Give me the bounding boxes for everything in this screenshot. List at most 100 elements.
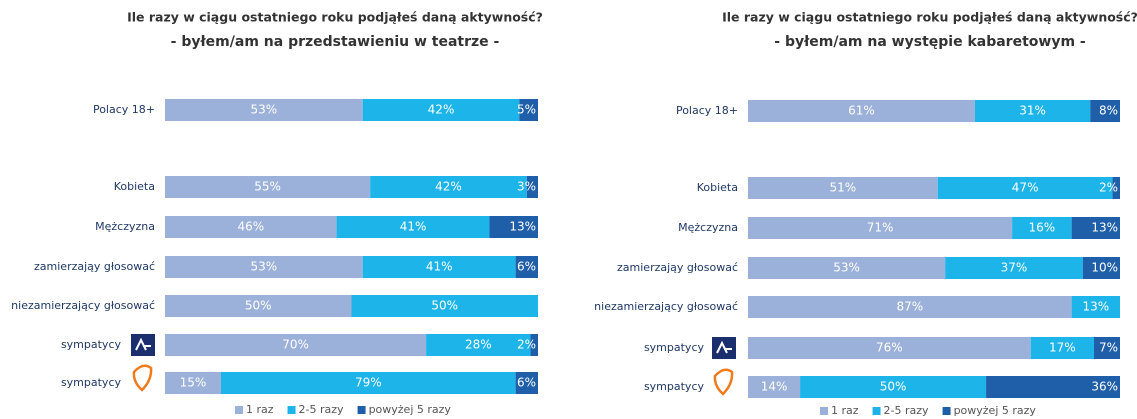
value-label: 53% [833, 261, 860, 275]
legend-swatch [820, 407, 828, 415]
bar-segment [937, 177, 1113, 199]
value-label: 13% [1082, 300, 1109, 314]
bar-segment [426, 334, 531, 356]
legend-label: powyżej 5 razy [369, 403, 452, 416]
bar-segment [986, 376, 1120, 398]
bar-segment [1030, 337, 1094, 359]
bar-segment [336, 216, 490, 238]
value-label: 41% [400, 220, 427, 234]
value-label: 76% [876, 341, 903, 355]
value-label: 50% [880, 380, 907, 394]
bar-segment [165, 99, 363, 121]
value-label: 51% [830, 181, 857, 195]
bar-segment [362, 256, 516, 278]
value-label: 36% [1091, 380, 1118, 394]
bar-segment [1082, 257, 1120, 279]
value-label: 28% [465, 338, 492, 352]
bar-segment [1090, 100, 1120, 122]
value-label: 16% [1029, 221, 1056, 235]
category-label: Kobieta [114, 180, 155, 193]
value-label: 55% [254, 180, 281, 194]
chart-title: Ile razy w ciągu ostatniego roku podjąłe… [127, 10, 543, 25]
value-label: 87% [896, 300, 923, 314]
legend-label: 2-5 razy [884, 404, 930, 417]
value-label: 7% [1099, 341, 1118, 355]
legend-swatch [287, 406, 296, 414]
bar-segment [1112, 177, 1120, 199]
category-label: Mężczyzna [678, 221, 738, 234]
value-label: 17% [1049, 341, 1076, 355]
category-label: sympatycy [644, 341, 705, 354]
bar-segment [165, 334, 427, 356]
bar-segment [945, 257, 1083, 279]
bar-segment [1093, 337, 1120, 359]
value-label: 79% [355, 376, 382, 390]
category-label: sympatycy [61, 338, 122, 351]
category-label: Kobieta [697, 181, 738, 194]
chart-subtitle: - byłem/am na występie kabaretowym - [774, 34, 1086, 50]
value-label: 13% [1091, 221, 1118, 235]
bar-segment [1071, 217, 1120, 239]
legend-swatch [357, 406, 366, 414]
bar-segment [362, 99, 520, 121]
value-label: 3% [517, 180, 536, 194]
bar-segment [1071, 296, 1120, 318]
bar-segment [165, 256, 363, 278]
bar-segment [748, 177, 938, 199]
pis-logo [131, 334, 736, 359]
value-label: 10% [1091, 261, 1118, 275]
value-label: 14% [761, 380, 788, 394]
bar-segment [748, 100, 975, 122]
category-label: Polacy 18+ [93, 103, 155, 116]
category-label: niezamierzający głosować [594, 300, 738, 313]
chart-title: Ile razy w ciągu ostatniego roku podjąłe… [722, 10, 1137, 25]
value-label: 2% [1099, 181, 1118, 195]
value-label: 15% [180, 376, 207, 390]
bar-segment [519, 99, 538, 121]
bar-segment [165, 372, 221, 394]
legend-label: 1 raz [246, 403, 274, 416]
legend-swatch [942, 407, 951, 415]
value-label: 41% [426, 260, 453, 274]
bar-segment [515, 256, 538, 278]
value-label: 61% [848, 104, 875, 118]
value-label: 6% [517, 376, 536, 390]
value-label: 6% [517, 260, 536, 274]
category-label: sympatycy [644, 380, 705, 393]
value-label: 5% [517, 103, 536, 117]
value-label: 53% [251, 260, 278, 274]
legend-label: 1 raz [831, 404, 859, 417]
value-label: 50% [245, 299, 272, 313]
category-label: Mężczyzna [95, 220, 155, 233]
bar-segment [748, 257, 946, 279]
bar-segment [220, 372, 516, 394]
bar-segment [748, 337, 1031, 359]
value-label: 42% [428, 103, 455, 117]
bar-segment [748, 296, 1072, 318]
bar-segment [1012, 217, 1072, 239]
bar-segment [165, 176, 371, 198]
value-label: 50% [431, 299, 458, 313]
bar-segment [974, 100, 1091, 122]
value-label: 37% [1001, 261, 1028, 275]
value-label: 47% [1012, 181, 1039, 195]
category-label: niezamierzający głosować [11, 299, 155, 312]
legend-label: 2-5 razy [299, 403, 345, 416]
value-label: 13% [509, 220, 536, 234]
value-label: 8% [1099, 104, 1118, 118]
value-label: 42% [435, 180, 462, 194]
category-label: zamierzająy głosować [34, 260, 155, 273]
value-label: 53% [251, 103, 278, 117]
bar-segment [165, 295, 352, 317]
value-label: 2% [517, 338, 536, 352]
bar-segment [530, 334, 538, 356]
bar-segment [515, 372, 538, 394]
value-label: 70% [282, 338, 309, 352]
legend-swatch [872, 407, 881, 415]
bar-segment [165, 216, 337, 238]
bar-segment [526, 176, 538, 198]
value-label: 46% [237, 220, 264, 234]
legend-label: powyżej 5 razy [954, 404, 1037, 417]
bar-segment [489, 216, 538, 238]
